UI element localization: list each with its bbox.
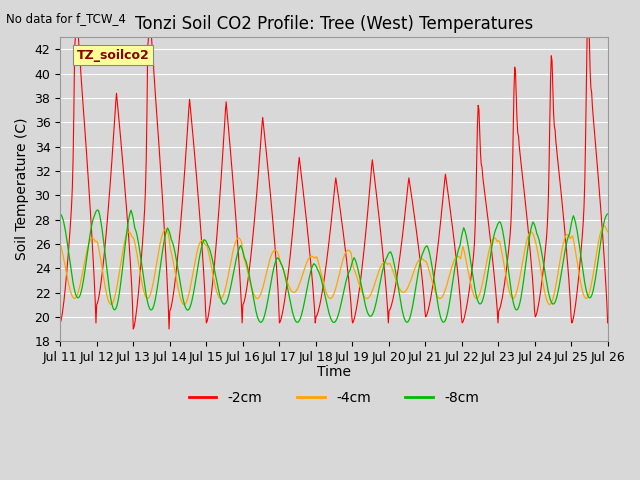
Line: -4cm: -4cm	[60, 226, 607, 304]
-2cm	[209, 282, 216, 288]
-2cm	[180, 184, 188, 190]
Legend: -2cm, -4cm, -8cm: -2cm, -4cm, -8cm	[183, 385, 484, 410]
-4cm	[122, 233, 130, 239]
-2cm	[418, 273, 426, 278]
-8cm	[402, 319, 410, 324]
-2cm	[72, 35, 79, 40]
Line: -2cm: -2cm	[60, 37, 607, 329]
-8cm	[179, 295, 187, 300]
-4cm	[180, 301, 188, 307]
-4cm	[604, 229, 611, 235]
-8cm	[56, 211, 64, 217]
-4cm	[178, 300, 186, 305]
Text: No data for f_TCW_4: No data for f_TCW_4	[6, 12, 126, 25]
Line: -8cm: -8cm	[60, 210, 607, 323]
-2cm	[66, 227, 74, 232]
-4cm	[401, 289, 409, 295]
-4cm	[600, 223, 607, 229]
Title: Tonzi Soil CO2 Profile: Tree (West) Temperatures: Tonzi Soil CO2 Profile: Tree (West) Temp…	[135, 15, 533, 33]
-2cm	[56, 320, 64, 326]
-2cm	[129, 326, 137, 332]
-4cm	[208, 265, 216, 271]
-8cm	[208, 254, 216, 260]
Y-axis label: Soil Temperature (C): Soil Temperature (C)	[15, 118, 29, 261]
-8cm	[93, 207, 101, 213]
Text: TZ_soilco2: TZ_soilco2	[77, 48, 149, 61]
X-axis label: Time: Time	[317, 365, 351, 379]
-2cm	[124, 214, 131, 220]
-4cm	[417, 256, 425, 262]
-4cm	[56, 241, 64, 247]
-8cm	[124, 226, 131, 232]
-8cm	[66, 260, 74, 266]
-2cm	[402, 203, 410, 209]
-8cm	[604, 211, 611, 217]
-8cm	[418, 253, 426, 259]
-8cm	[330, 320, 337, 325]
-2cm	[604, 320, 611, 326]
-4cm	[66, 287, 74, 293]
